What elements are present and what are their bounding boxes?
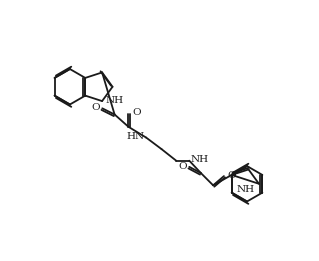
Text: NH: NH	[191, 155, 209, 164]
Text: O: O	[132, 108, 141, 117]
Text: NH: NH	[237, 185, 255, 194]
Text: HN: HN	[127, 132, 145, 141]
Text: NH: NH	[106, 96, 124, 105]
Text: O: O	[91, 103, 100, 112]
Text: O: O	[228, 171, 236, 180]
Text: O: O	[178, 162, 187, 171]
